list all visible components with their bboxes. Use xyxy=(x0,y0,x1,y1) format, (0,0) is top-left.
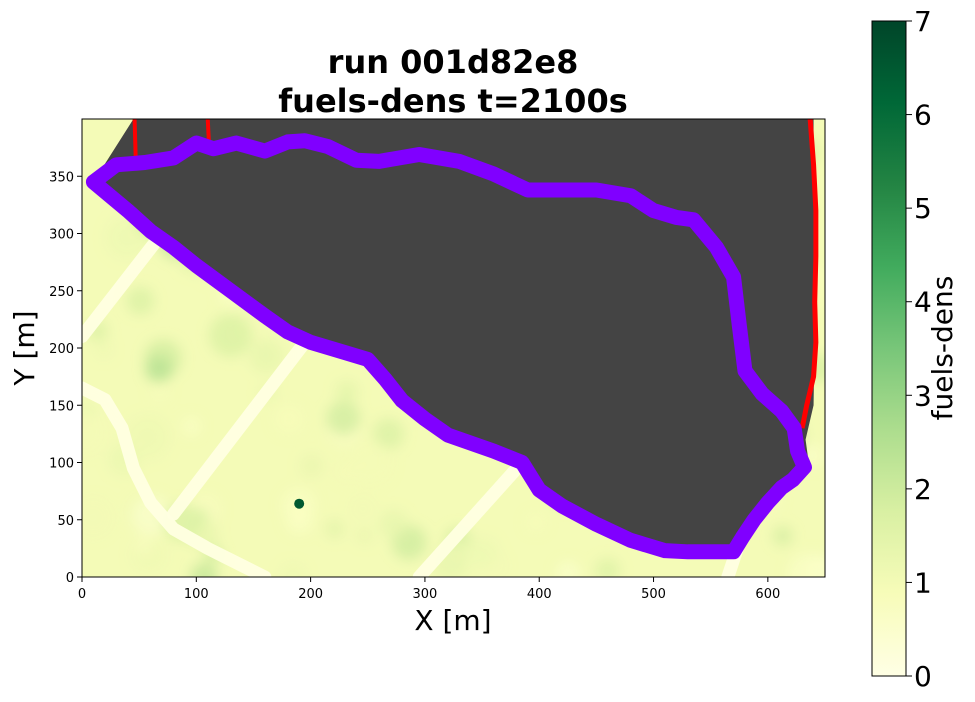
burned-area xyxy=(93,140,805,552)
fuel-texture-patch xyxy=(126,415,170,459)
fuel-texture-patch xyxy=(209,313,253,357)
fuel-texture-patch xyxy=(126,287,154,315)
fuel-texture-patch xyxy=(594,558,621,577)
y-tick-label: 100 xyxy=(49,457,74,472)
fire-front xyxy=(799,119,819,429)
roads-layer xyxy=(82,227,746,577)
colorbar-tick-label: 0 xyxy=(914,660,932,693)
colorbar-tick-label: 4 xyxy=(914,286,932,319)
y-tick-label: 200 xyxy=(49,342,74,357)
colorbar xyxy=(871,20,907,677)
fire-perimeter xyxy=(85,133,812,560)
colorbar-tick-label: 3 xyxy=(914,379,932,412)
hotspot xyxy=(294,498,305,509)
road xyxy=(412,456,529,577)
y-tick-label: 150 xyxy=(49,399,74,414)
y-tick-label: 50 xyxy=(57,514,74,529)
fuel-texture-patch xyxy=(145,355,173,383)
fuel-texture-patch xyxy=(135,537,152,555)
fire-front xyxy=(205,119,211,142)
fuel-texture-patch xyxy=(326,401,360,435)
y-tick-label: 0 xyxy=(66,571,74,586)
road xyxy=(82,381,272,577)
fuel-texture-patch xyxy=(468,538,499,568)
fuel-texture-patch xyxy=(190,562,218,577)
hotspots-layer xyxy=(294,498,305,509)
y-tick-label: 350 xyxy=(49,170,74,185)
x-tick-label: 400 xyxy=(527,587,552,602)
x-tick-label: 500 xyxy=(641,587,666,602)
fuel-texture-patch xyxy=(787,552,825,577)
fuel-texture-patch xyxy=(379,510,408,539)
fire-perimeter-layer xyxy=(85,133,812,560)
fuel-texture-patch xyxy=(280,564,306,577)
fuel-texture-patch xyxy=(95,341,112,358)
fuel-texture-patch xyxy=(325,520,344,539)
fuel-texture-patch xyxy=(82,410,106,455)
fire-front-layer xyxy=(132,119,819,429)
road xyxy=(82,227,169,344)
y-axis-label: Y [m] xyxy=(8,310,41,386)
fuel-texture-patch xyxy=(131,495,172,536)
x-axis-label: X [m] xyxy=(414,604,491,637)
x-tick-label: 300 xyxy=(413,587,438,602)
fuel-texture-patch xyxy=(356,527,373,544)
road xyxy=(166,335,312,521)
fuel-texture-patch xyxy=(772,526,793,547)
fuel-texture-patch xyxy=(526,513,546,532)
fuel-texture-patch xyxy=(249,338,284,373)
fuel-texture-patch xyxy=(82,498,112,537)
fuel-texture-patch xyxy=(373,418,404,450)
x-tick-label: 600 xyxy=(755,587,780,602)
colorbar-tick-label: 7 xyxy=(914,5,932,38)
x-tick-label: 0 xyxy=(78,587,86,602)
colorbar-tick-label: 6 xyxy=(914,99,932,132)
colorbar-ticks: 0 1 2 3 4 5 6 7 xyxy=(906,5,932,693)
fuel-texture-patch xyxy=(556,561,581,577)
fuel-texture-patch xyxy=(349,441,392,484)
fuel-texture-patch xyxy=(151,383,169,401)
x-tick-label: 100 xyxy=(184,587,209,602)
colorbar-tick-label: 1 xyxy=(914,566,932,599)
colorbar-tick-label: 5 xyxy=(914,192,932,225)
fuel-texture-patch xyxy=(274,404,305,434)
fuel-texture-patch xyxy=(181,416,201,436)
y-axis-ticks: 0 50 100 150 200 250 300 350 xyxy=(49,170,82,586)
y-tick-label: 250 xyxy=(49,285,74,300)
fuel-texture-patch xyxy=(300,454,323,477)
fire-front xyxy=(132,119,138,160)
plot-area xyxy=(82,119,825,577)
chart-title-line-1: run 001d82e8 xyxy=(328,43,579,81)
fuel-texture-patch xyxy=(335,381,358,404)
x-axis-ticks: 0 100 200 300 400 500 600 xyxy=(78,577,780,602)
colorbar-tick-label: 2 xyxy=(914,473,932,506)
fuel-texture-patch xyxy=(351,497,375,521)
fuel-texture-patch xyxy=(192,507,210,524)
x-tick-label: 200 xyxy=(298,587,323,602)
colorbar-label: fuels-dens xyxy=(926,276,959,421)
chart-title-line-2: fuels-dens t=2100s xyxy=(278,82,628,120)
y-tick-label: 300 xyxy=(49,228,74,243)
